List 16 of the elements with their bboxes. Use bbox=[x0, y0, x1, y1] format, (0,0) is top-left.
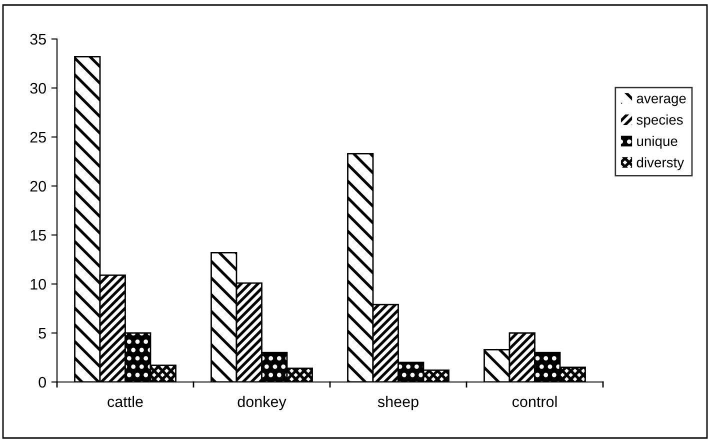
legend-label: diversty bbox=[636, 157, 684, 170]
x-tick-label: donkey bbox=[238, 396, 286, 410]
legend-label: species bbox=[636, 114, 683, 128]
legend-label: unique bbox=[637, 136, 678, 149]
y-tick-label: 5 bbox=[38, 328, 46, 339]
x-tick-label: control bbox=[512, 396, 557, 408]
y-tick-label: 30 bbox=[30, 82, 46, 94]
y-tick-label: 15 bbox=[30, 230, 46, 241]
y-tick-label: 20 bbox=[30, 180, 46, 192]
y-tick-label: 0 bbox=[38, 376, 46, 388]
y-tick-label: 25 bbox=[30, 132, 46, 143]
x-tick-label: sheep bbox=[378, 396, 418, 410]
y-tick-label: 35 bbox=[30, 34, 46, 45]
x-tick-label: cattle bbox=[108, 396, 143, 408]
y-tick-label: 10 bbox=[30, 278, 46, 290]
legend-label: average bbox=[636, 96, 686, 106]
